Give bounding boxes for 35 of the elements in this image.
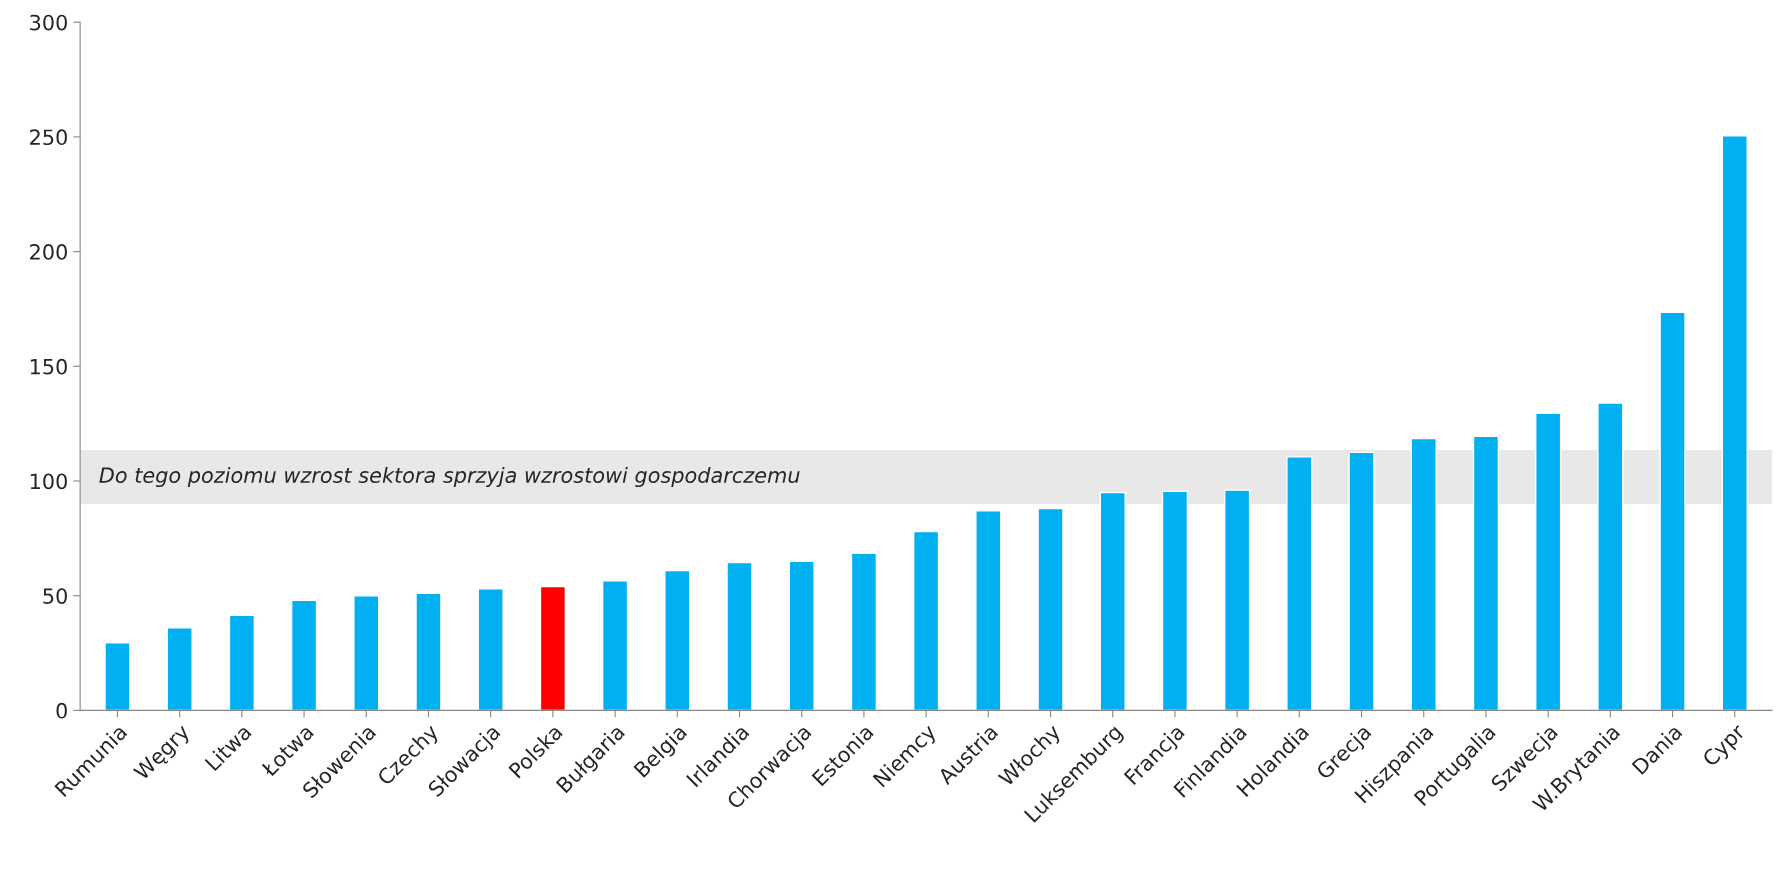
- y-tick-label: 50: [43, 588, 67, 604]
- bar: [601, 580, 629, 711]
- bar: [788, 560, 815, 711]
- bar: [1224, 489, 1251, 711]
- bar: [166, 627, 193, 711]
- y-tick-label: 0: [56, 702, 67, 719]
- bar: [1348, 451, 1375, 711]
- bar: [1037, 507, 1064, 711]
- bar: [912, 530, 940, 711]
- bar: [477, 588, 504, 711]
- bar: [1410, 437, 1437, 711]
- bar: [726, 561, 753, 711]
- bar: [1597, 402, 1624, 711]
- y-tick-label: 250: [30, 129, 67, 146]
- bar: [415, 592, 442, 711]
- y-tick-label: 300: [30, 14, 67, 31]
- bar: [1535, 412, 1562, 711]
- bar: [1721, 135, 1748, 711]
- bar: [1161, 490, 1189, 711]
- bar: [664, 569, 691, 711]
- bar: [1286, 456, 1313, 711]
- bar: [539, 585, 567, 711]
- bar: [1472, 435, 1500, 711]
- band-label: Do tego poziomu wzrost sektora sprzyja wzrostowi gospodarczemu: [99, 466, 800, 488]
- bar: [1099, 491, 1126, 711]
- bar: [290, 599, 318, 711]
- y-tick-label: 200: [30, 244, 67, 260]
- bar: [104, 642, 131, 711]
- y-tick-label: 150: [30, 358, 67, 375]
- y-tick-label: 100: [30, 473, 67, 490]
- bar: [353, 595, 380, 711]
- bar: [850, 552, 878, 711]
- bar: [975, 510, 1002, 711]
- bar: [1659, 311, 1686, 711]
- bar: [228, 614, 256, 711]
